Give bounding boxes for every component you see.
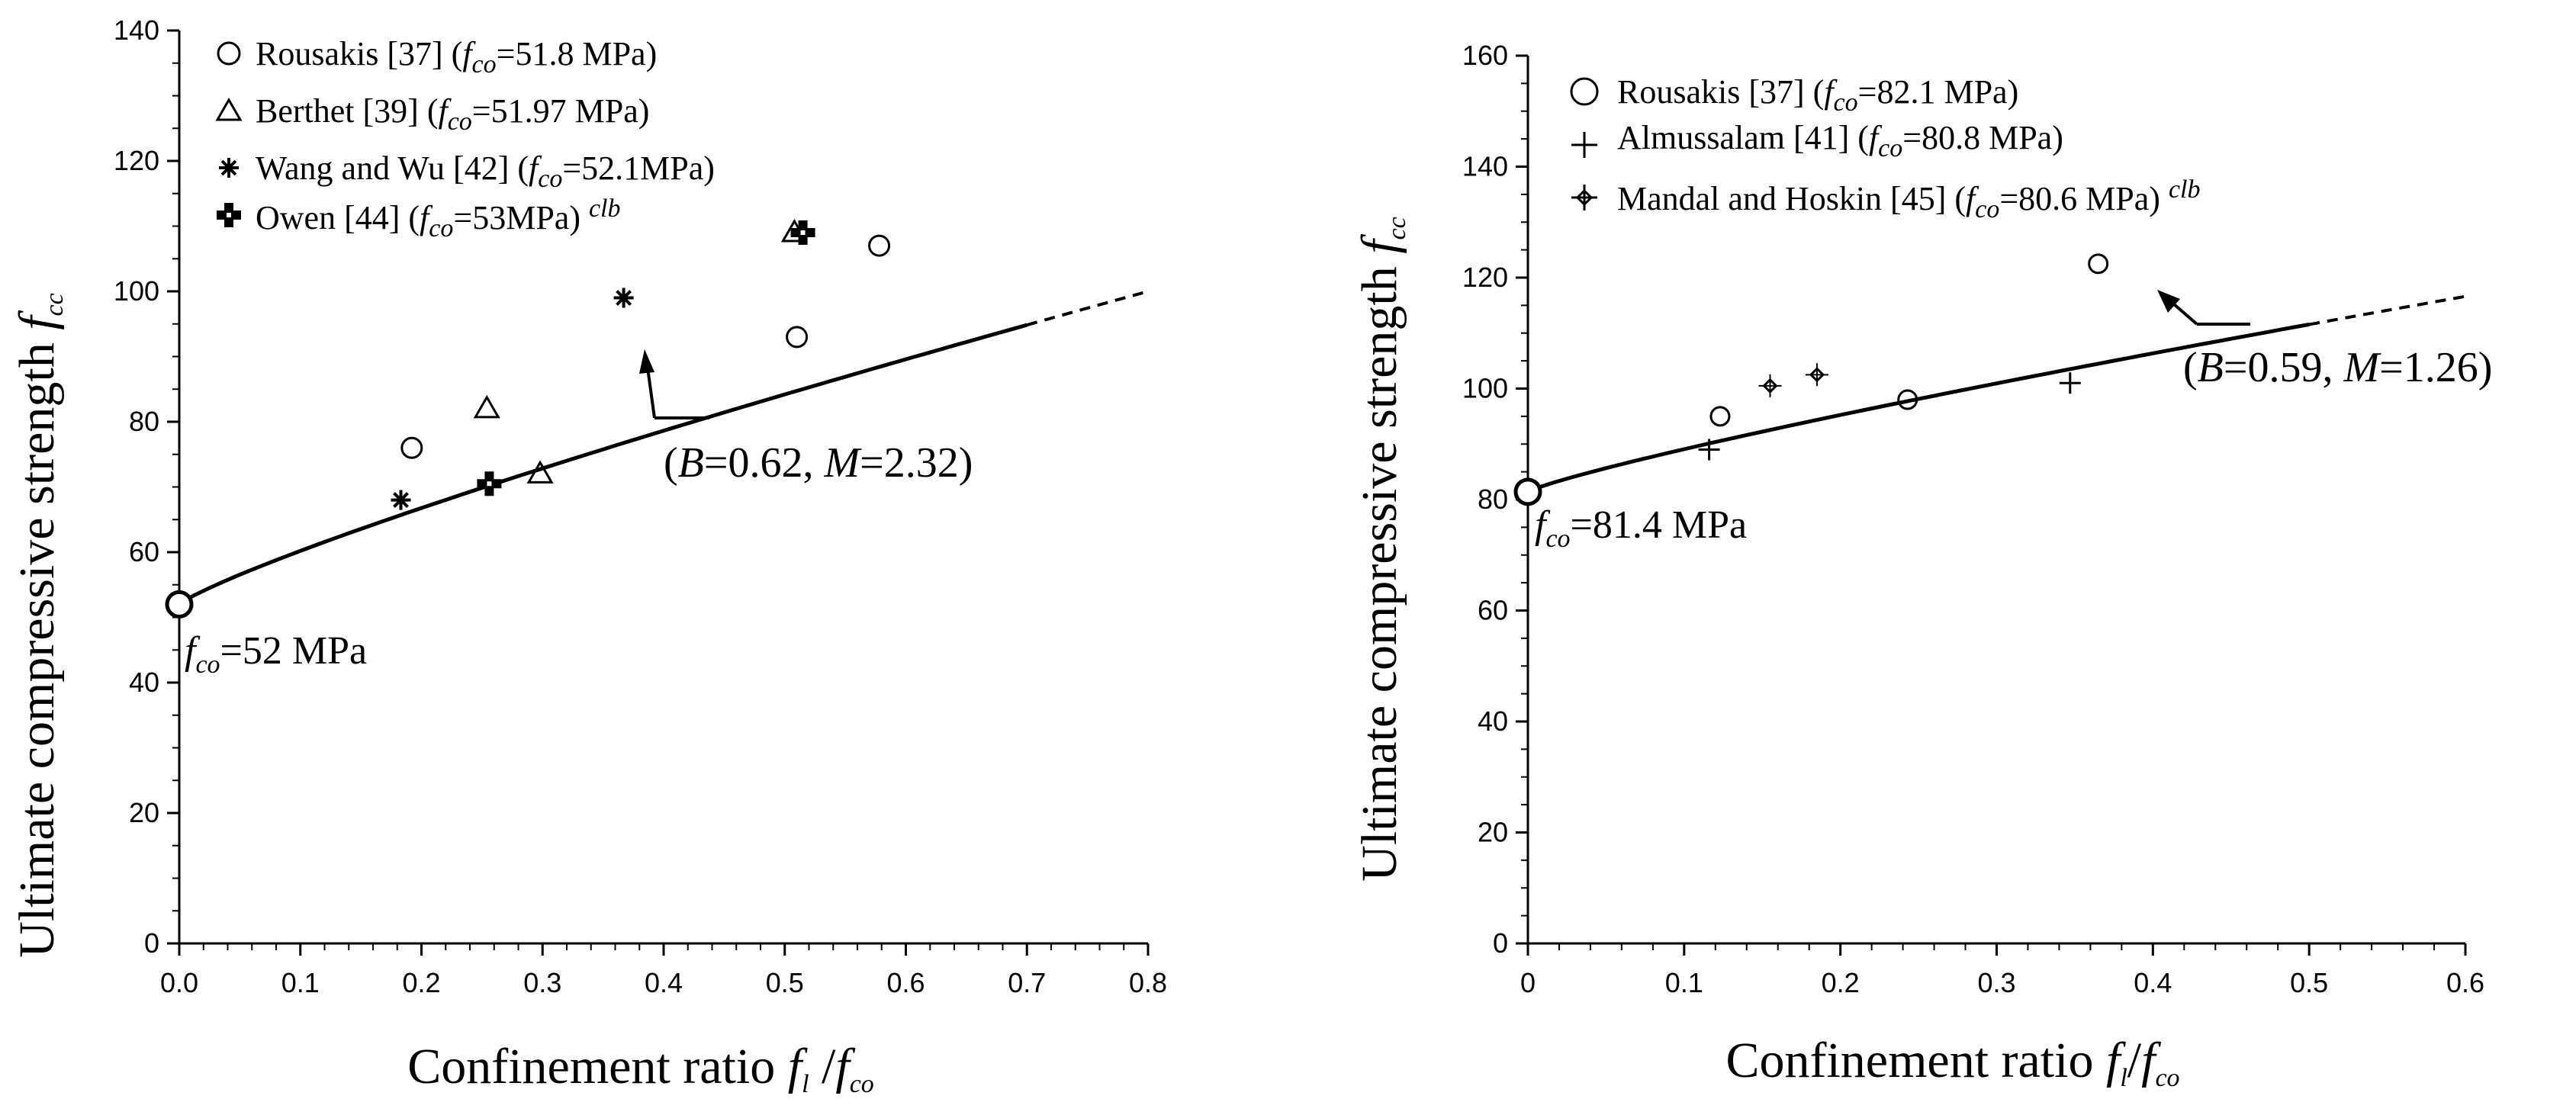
model-curve-extrapolated <box>2308 294 2466 326</box>
right-chart-y-axis-title: Ultimate compressive strength fcc <box>1352 217 1411 882</box>
arrow-head-icon <box>639 349 654 374</box>
legend-label: Berthet [39] (fco=51.97 MPa) <box>256 92 649 136</box>
y-tick-label: 100 <box>114 275 159 307</box>
data-point-triangle <box>526 460 554 484</box>
right-chart-legend: Rousakis [37] (fco=82.1 MPa) Almussalam … <box>1570 73 2200 223</box>
legend-diamond-plus-marker-icon <box>1571 185 1597 210</box>
legend-label: Wang and Wu [42] (fco=52.1MPa) <box>256 149 715 193</box>
right-chart-x-axis-title: Confinement ratio fl/fco <box>1725 1033 2179 1092</box>
model-curve-extrapolated <box>1026 290 1149 327</box>
data-point-cross <box>477 471 502 496</box>
model-curve-solid <box>178 323 1028 606</box>
data-point-diamond-plus <box>1758 374 1782 397</box>
x-tick-label: 0.2 <box>402 967 440 998</box>
left-chart-origin-label: fco=52 MPa <box>185 629 367 679</box>
right-chart-model-curve <box>1513 294 2466 506</box>
x-tick-label: 0 <box>1520 967 1536 998</box>
left-chart-model-curve <box>165 290 1149 619</box>
y-tick-label: 20 <box>1478 817 1508 848</box>
y-tick-label: 140 <box>114 14 159 46</box>
legend-circle-marker-icon <box>1570 77 1599 106</box>
data-point-diamond-plus <box>1805 363 1828 387</box>
legend-label: Owen [44] (fco=53MPa) clb <box>256 194 621 243</box>
x-tick-label: 0.2 <box>1822 967 1860 998</box>
left-chart-legend: Rousakis [37] (fco=51.8 MPa) Berthet [39… <box>215 35 715 243</box>
legend-entry-owen: Owen [44] (fco=53MPa) clb <box>217 194 621 243</box>
y-tick-label: 80 <box>129 406 159 437</box>
y-tick-label: 100 <box>1462 373 1508 404</box>
right-chart-curve-annotation: (B=0.59, M=1.26) <box>2157 290 2492 391</box>
left-chart-data-points <box>391 219 891 510</box>
x-tick-label: 0.1 <box>281 967 320 998</box>
left-chart-ticks: 0 20 40 60 80 100 120 140 0.0 0.1 0.2 0.3 0.4 0.5 0.6 0… <box>114 14 1167 998</box>
data-point-plus <box>2059 372 2081 394</box>
left-chart-curve-annotation: (B=0.62, M=2.32) <box>639 349 973 487</box>
legend-entry-almussalam: Almussalam [41] (fco=80.8 MPa) <box>1571 119 2063 162</box>
x-tick-label: 0.3 <box>1977 967 2015 998</box>
legend-entry-wang-and-wu: Wang and Wu [42] (fco=52.1MPa) <box>219 149 715 193</box>
right-chart: 0 20 40 60 80 100 120 140 160 0 0.1 0.2 0.3 0.4 0.5 0.6… <box>1352 40 2492 1092</box>
x-tick-label: 0.5 <box>2290 967 2328 998</box>
x-tick-label: 0.0 <box>160 967 198 998</box>
data-point-triangle <box>473 394 500 419</box>
legend-label: Rousakis [37] (fco=51.8 MPa) <box>256 35 657 79</box>
data-point-circle <box>400 436 423 459</box>
left-chart: 0 20 40 60 80 100 120 140 0.0 0.1 0.2 0.3 0.4 0.5 0.6 0… <box>9 14 1167 1098</box>
right-chart-curve-label: (B=0.59, M=1.26) <box>2183 344 2492 391</box>
data-point-plus <box>1698 439 1720 461</box>
x-tick-label: 0.1 <box>1665 967 1703 998</box>
fco-origin-marker <box>1513 477 1542 506</box>
data-point-circle <box>868 234 891 257</box>
y-tick-label: 80 <box>1478 484 1508 515</box>
right-chart-ticks: 0 20 40 60 80 100 120 140 160 0 0.1 0.2 0.3 0.4 0.5 0.6 <box>1462 40 2484 998</box>
y-tick-label: 140 <box>1462 151 1508 182</box>
legend-circle-marker-icon <box>217 41 241 66</box>
data-point-cross <box>790 220 815 246</box>
legend-label: Rousakis [37] (fco=82.1 MPa) <box>1617 73 2018 117</box>
data-point-circle <box>786 326 809 349</box>
data-point-circle <box>2088 253 2109 275</box>
x-tick-label: 0.6 <box>2446 967 2484 998</box>
x-tick-label: 0.3 <box>523 967 561 998</box>
y-tick-label: 40 <box>129 667 159 698</box>
y-tick-label: 0 <box>1493 927 1508 959</box>
y-tick-label: 20 <box>129 797 159 828</box>
legend-label: Almussalam [41] (fco=80.8 MPa) <box>1617 119 2063 162</box>
legend-entry-mandal-and-hoskin: Mandal and Hoskin [45] (fco=80.6 MPa) cl… <box>1571 175 2200 223</box>
right-chart-data-points <box>1698 253 2109 461</box>
legend-star-marker-icon <box>219 158 239 178</box>
model-curve-solid <box>1527 322 2310 494</box>
data-point-star <box>613 288 634 308</box>
y-tick-label: 0 <box>144 927 159 959</box>
data-point-circle <box>1709 406 1731 427</box>
y-tick-label: 120 <box>1462 262 1508 293</box>
x-tick-label: 0.4 <box>2134 967 2172 998</box>
legend-plus-marker-icon <box>1571 132 1597 158</box>
left-chart-y-axis-title: Ultimate compressive strength fcc <box>9 293 69 958</box>
left-chart-x-axis-title: Confinement ratio fl /fco <box>407 1039 874 1098</box>
left-chart-curve-label: (B=0.62, M=2.32) <box>664 439 973 487</box>
data-point-circle <box>1897 389 1918 410</box>
x-tick-label: 0.7 <box>1008 967 1046 998</box>
y-tick-label: 160 <box>1462 40 1508 71</box>
x-tick-label: 0.4 <box>645 967 683 998</box>
x-tick-label: 0.6 <box>886 967 925 998</box>
y-tick-label: 120 <box>114 145 159 176</box>
x-tick-label: 0.5 <box>766 967 804 998</box>
y-tick-label: 40 <box>1478 705 1508 737</box>
x-tick-label: 0.8 <box>1129 967 1167 998</box>
data-point-star <box>391 490 411 510</box>
legend-entry-rousakis: Rousakis [37] (fco=51.8 MPa) <box>217 35 657 79</box>
y-tick-label: 60 <box>129 536 159 567</box>
legend-triangle-marker-icon <box>215 97 243 121</box>
legend-label: Mandal and Hoskin [45] (fco=80.6 MPa) cl… <box>1617 175 2200 223</box>
legend-entry-rousakis: Rousakis [37] (fco=82.1 MPa) <box>1570 73 2018 117</box>
y-tick-label: 60 <box>1478 595 1508 626</box>
right-chart-origin-label: fco=81.4 MPa <box>1535 503 1747 553</box>
arrow-head-icon <box>2157 290 2180 313</box>
legend-entry-berthet: Berthet [39] (fco=51.97 MPa) <box>215 92 649 136</box>
fco-origin-marker <box>165 590 194 619</box>
